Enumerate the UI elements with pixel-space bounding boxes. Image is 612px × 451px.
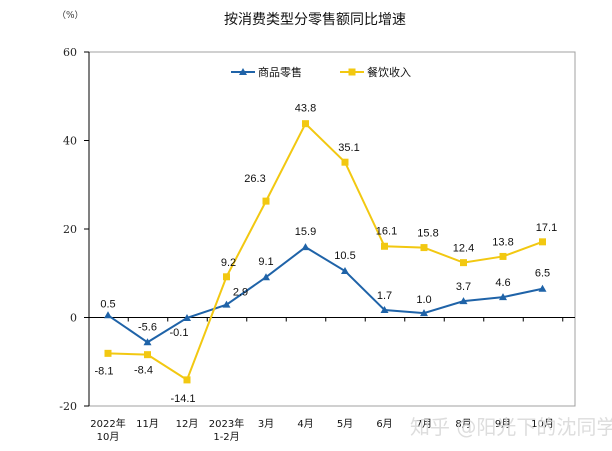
data-point-marker <box>420 309 428 317</box>
series-line <box>107 245 543 344</box>
data-point-marker <box>143 338 152 346</box>
data-label: -8.4 <box>134 365 153 377</box>
data-label: 6.5 <box>535 268 550 280</box>
x-tick-label: 4月 <box>297 418 313 430</box>
data-label: 12.4 <box>453 243 474 255</box>
data-label: -0.1 <box>170 327 189 339</box>
data-label: 26.3 <box>244 173 265 185</box>
legend: 商品零售 餐饮收入 <box>231 65 411 79</box>
data-label: 10.5 <box>334 250 355 262</box>
data-label: 1.7 <box>377 290 392 302</box>
chart-title: 按消费类型分零售额同比增速 <box>224 12 406 28</box>
data-label: 35.1 <box>338 142 359 154</box>
data-point-marker <box>183 376 191 384</box>
data-point-marker <box>341 267 349 275</box>
data-label: -14.1 <box>170 393 195 405</box>
series-line <box>107 122 543 382</box>
data-point-marker <box>222 300 231 308</box>
x-tick-label: 10月 <box>531 418 554 430</box>
legend-marker-square-icon <box>348 68 356 76</box>
data-point-marker <box>460 259 467 267</box>
plot-area <box>88 51 576 407</box>
data-label: 15.8 <box>417 228 438 240</box>
data-point-marker <box>301 243 310 251</box>
y-tick-label: -20 <box>59 400 77 413</box>
x-tick-label: 3月 <box>258 418 274 430</box>
x-tick-label: 10月 <box>97 431 120 443</box>
legend-marker-triangle-icon <box>239 68 247 75</box>
legend-label: 商品零售 <box>258 65 302 79</box>
watermark: 知乎 @阳光下的沈同学 <box>410 415 612 439</box>
data-point-marker <box>499 252 507 260</box>
data-label: 15.9 <box>295 226 316 238</box>
series-catering <box>104 120 546 384</box>
y-tick-label: 60 <box>63 46 77 59</box>
x-tick-label: 9月 <box>495 418 511 430</box>
x-tick-label: 7月 <box>416 418 432 430</box>
data-label: 0.5 <box>100 298 115 310</box>
data-label: -5.6 <box>138 321 157 333</box>
data-point-marker <box>262 273 270 281</box>
data-label: 2.9 <box>233 287 248 299</box>
y-tick-label: 20 <box>63 223 77 236</box>
x-tick-label: 2022年 <box>90 417 125 430</box>
data-label: 43.8 <box>295 103 316 115</box>
x-tick-label: 11月 <box>136 418 159 430</box>
data-label: 1.0 <box>416 294 431 306</box>
data-point-marker <box>499 293 507 301</box>
data-label: 4.6 <box>495 277 510 289</box>
data-label: 16.1 <box>376 225 397 237</box>
data-point-marker <box>420 244 428 252</box>
data-label: 3.7 <box>456 281 471 293</box>
x-tick-label: 5月 <box>337 418 353 430</box>
data-point-marker <box>144 351 151 359</box>
data-point-marker <box>223 273 230 281</box>
data-point-marker <box>538 284 547 292</box>
data-label: -8.1 <box>95 365 114 377</box>
y-tick-label: 0 <box>70 312 77 325</box>
data-point-marker <box>104 349 112 357</box>
data-point-marker <box>459 297 468 305</box>
data-point-marker <box>302 120 309 128</box>
data-label: 13.8 <box>492 236 513 248</box>
data-point-marker <box>262 197 270 205</box>
data-point-marker <box>380 305 389 313</box>
data-label: 9.1 <box>258 256 273 268</box>
data-label: 9.2 <box>221 257 236 269</box>
legend-label: 餐饮收入 <box>367 65 411 79</box>
data-label: 17.1 <box>536 222 557 234</box>
x-tick-label: 6月 <box>376 418 392 430</box>
x-tick-label: 2023年 <box>209 417 244 430</box>
data-point-marker <box>104 311 112 319</box>
data-point-marker <box>539 238 546 246</box>
series-goods-retail <box>104 243 547 346</box>
y-tick-label: 40 <box>63 135 77 148</box>
data-point-marker <box>341 158 349 166</box>
x-tick-label: 1-2月 <box>213 431 239 443</box>
data-point-marker <box>183 313 191 321</box>
y-unit-label: （%） <box>57 10 84 21</box>
data-point-marker <box>381 242 388 250</box>
x-tick-label: 12月 <box>176 418 199 430</box>
x-tick-label: 8月 <box>455 418 471 430</box>
